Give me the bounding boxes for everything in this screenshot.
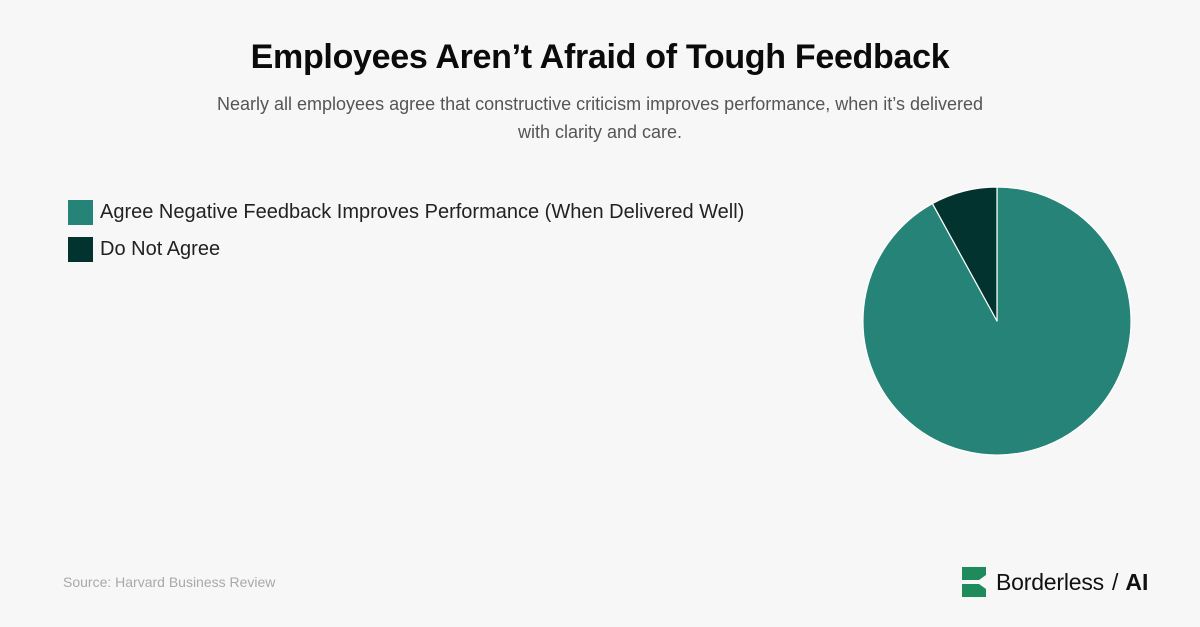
brand-logo: Borderless / AI: [962, 566, 1148, 598]
chart-legend: Agree Negative Feedback Improves Perform…: [68, 199, 744, 273]
source-note: Source: Harvard Business Review: [63, 574, 276, 590]
pie-slice-disagree: [931, 186, 998, 322]
chart-title: Employees Aren’t Afraid of Tough Feedbac…: [250, 38, 950, 76]
legend-item-agree: Agree Negative Feedback Improves Perform…: [68, 199, 744, 225]
legend-item-disagree: Do Not Agree: [68, 236, 744, 262]
legend-label-agree: Agree Negative Feedback Improves Perform…: [100, 200, 745, 223]
pie-chart: [862, 186, 1132, 456]
legend-swatch-agree: [68, 199, 93, 225]
brand-name: Borderless: [996, 568, 1104, 595]
borderless-logo-icon: [962, 567, 986, 597]
brand-separator: /: [1111, 568, 1119, 595]
legend-swatch-disagree: [68, 236, 93, 262]
legend-label-disagree: Do Not Agree: [100, 237, 221, 260]
chart-subtitle: Nearly all employees agree that construc…: [217, 94, 983, 142]
brand-suffix: AI: [1125, 568, 1149, 595]
